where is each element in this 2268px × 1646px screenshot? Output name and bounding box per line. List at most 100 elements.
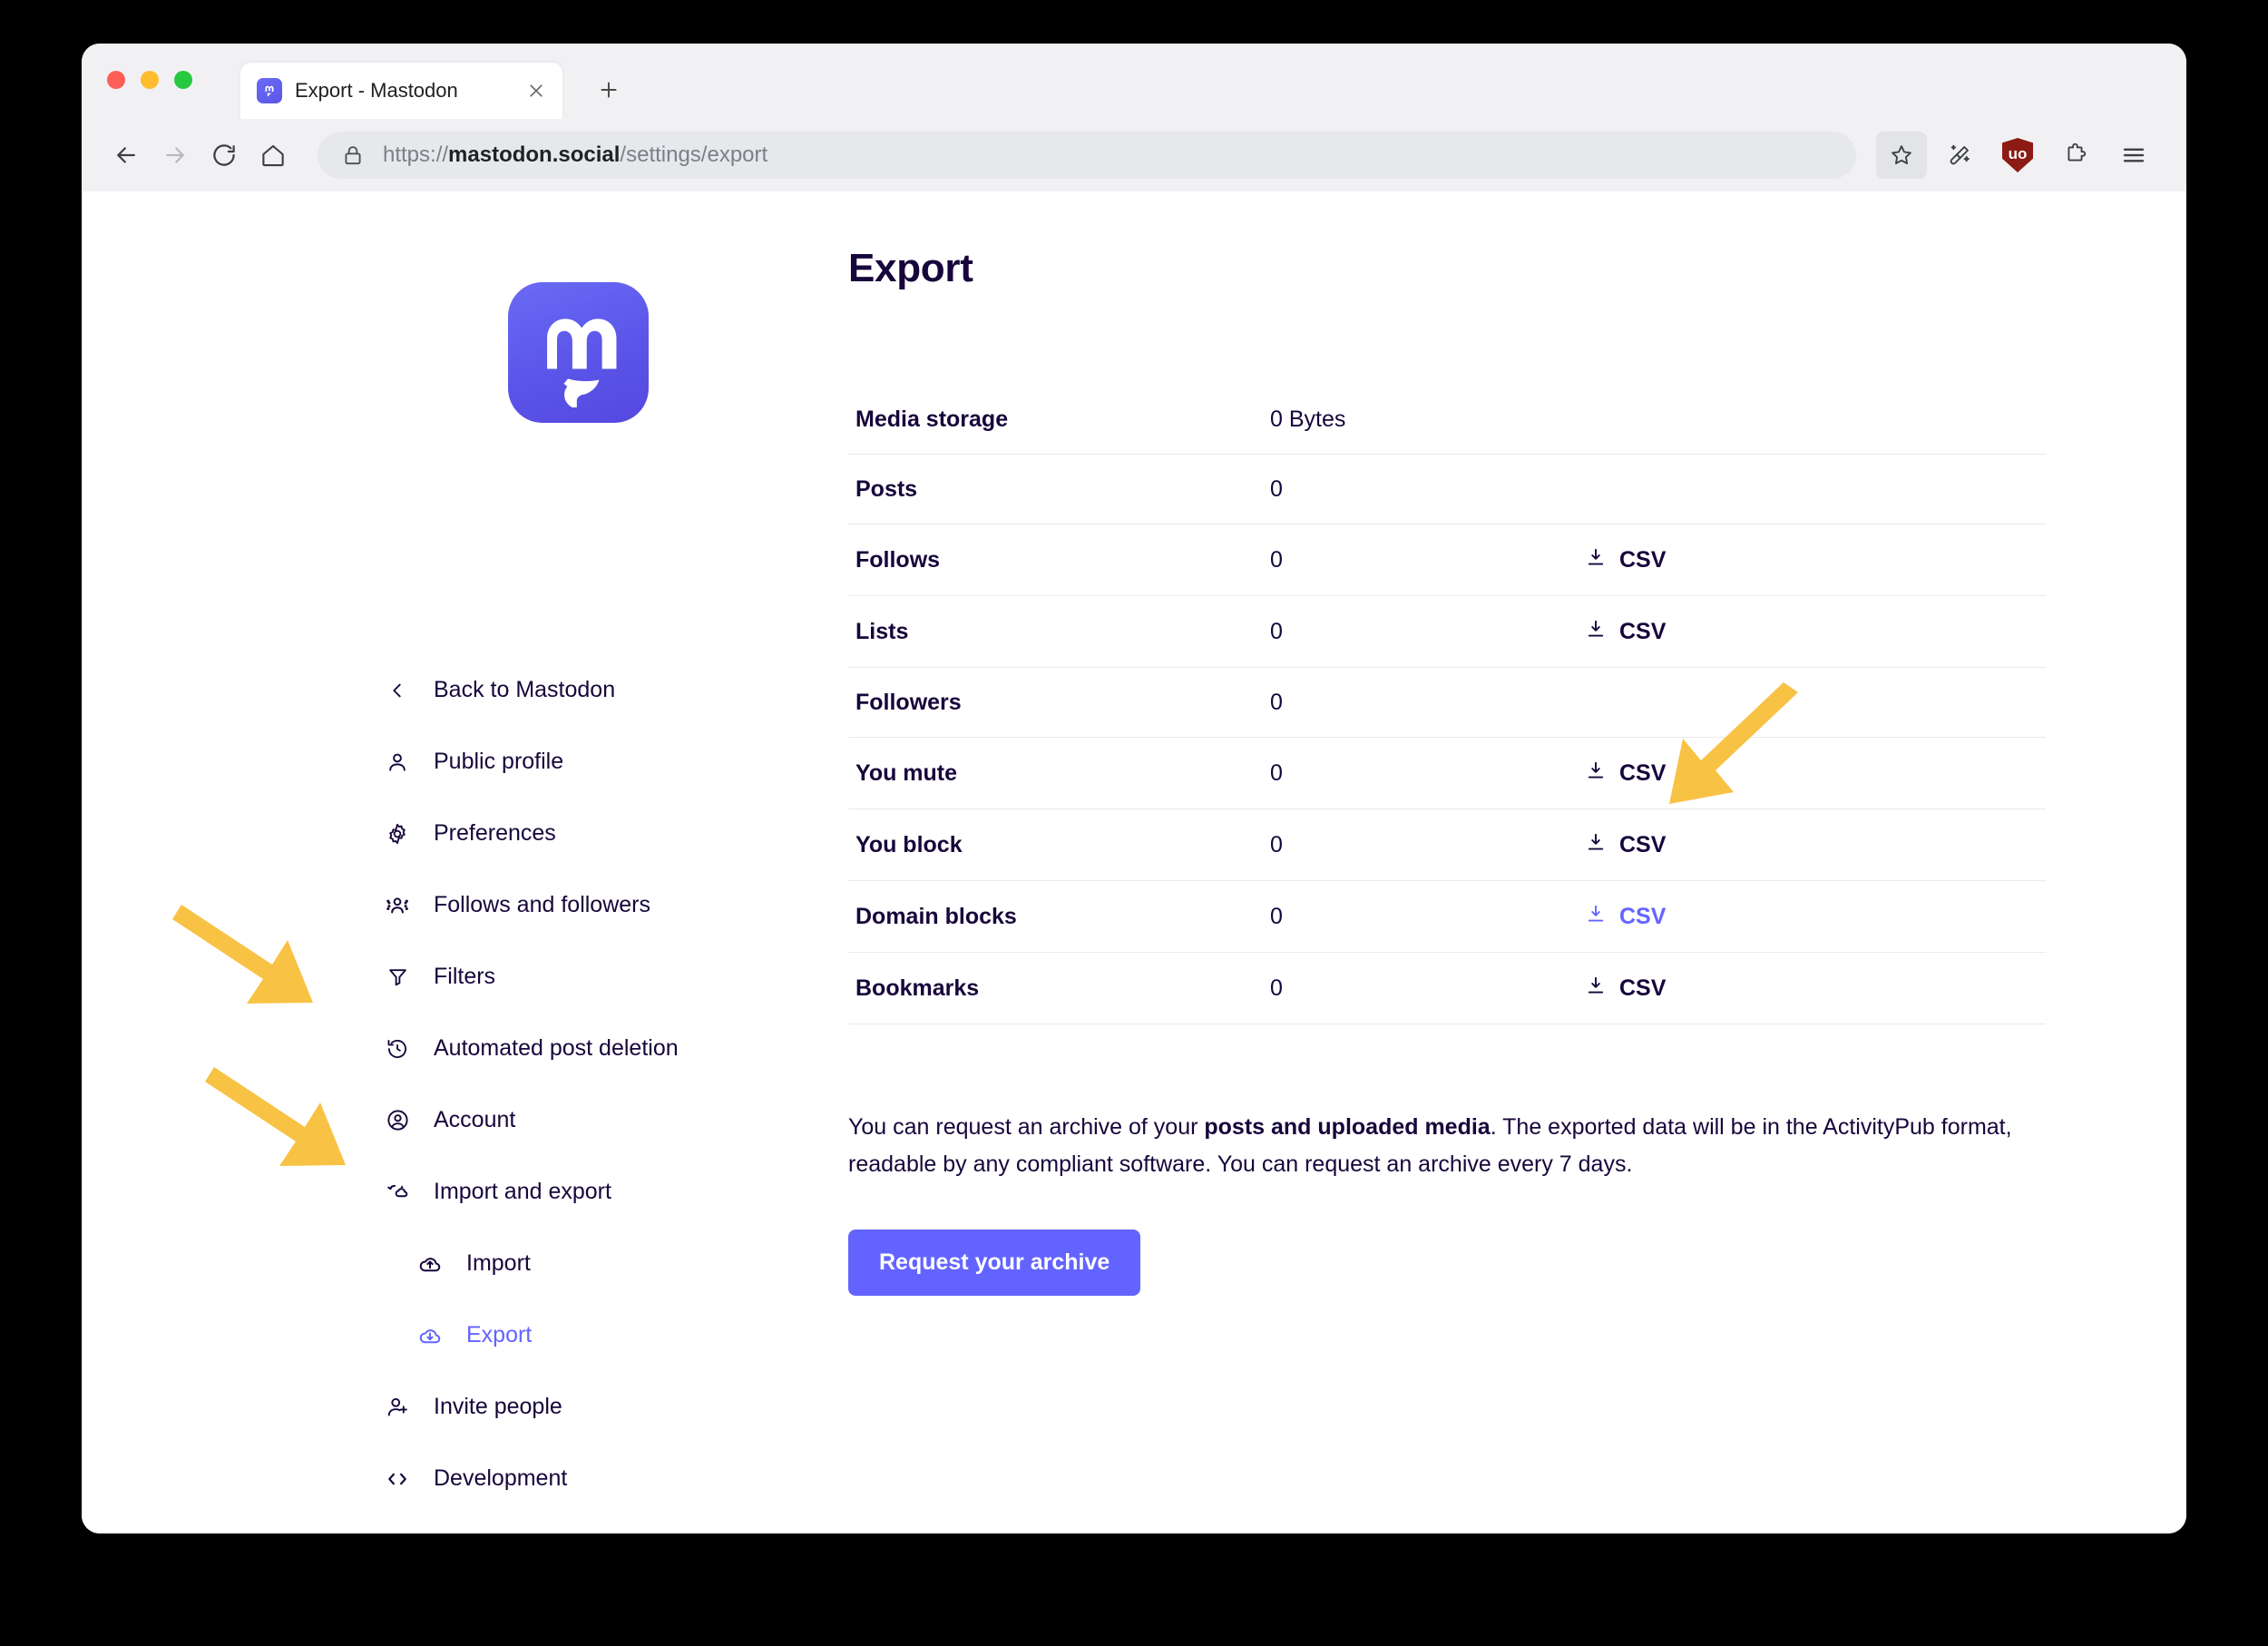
csv-download-link-follows[interactable]: CSV bbox=[1583, 546, 1666, 574]
new-tab-button[interactable] bbox=[590, 71, 628, 109]
csv-download-link-you-block[interactable]: CSV bbox=[1583, 831, 1666, 859]
row-value: 0 bbox=[1270, 690, 1283, 715]
sidebar-item-back-to-mastodon[interactable]: Back to Mastodon bbox=[381, 654, 807, 726]
row-value: 0 bbox=[1270, 832, 1283, 857]
row-action bbox=[1583, 668, 2046, 738]
home-icon[interactable] bbox=[249, 131, 298, 180]
person-icon bbox=[381, 750, 414, 774]
browser-toolbar: https://mastodon.social/settings/export … bbox=[82, 119, 2186, 191]
desc-part2: . The exported data will be in the Activ… bbox=[848, 1114, 2012, 1177]
people-group-icon bbox=[381, 893, 414, 918]
row-value: 0 bbox=[1270, 619, 1283, 644]
csv-label: CSV bbox=[1619, 547, 1667, 573]
table-row: Domain blocks 0 CSV bbox=[848, 881, 2046, 953]
address-bar[interactable]: https://mastodon.social/settings/export bbox=[318, 132, 1856, 179]
sidebar-item-account[interactable]: Account bbox=[381, 1084, 807, 1156]
sidebar-item-automated-post-deletion[interactable]: Automated post deletion bbox=[381, 1013, 807, 1084]
csv-download-link-lists[interactable]: CSV bbox=[1583, 618, 1666, 646]
export-table: Media storage 0 Bytes Posts 0 Follows 0 bbox=[848, 385, 2046, 1024]
table-row: Lists 0 CSV bbox=[848, 596, 2046, 668]
sidebar-item-development[interactable]: Development bbox=[381, 1443, 807, 1514]
csv-download-link-domain-blocks[interactable]: CSV bbox=[1583, 903, 1666, 931]
page-content: Back to Mastodon Public profile Pre bbox=[82, 191, 2186, 1533]
ublock-origin-icon[interactable]: uo bbox=[1992, 132, 2043, 179]
close-icon[interactable] bbox=[524, 79, 548, 103]
cleaner-broom-icon[interactable] bbox=[1934, 132, 1985, 179]
sidebar-item-label: Follows and followers bbox=[434, 892, 650, 917]
sidebar-item-preferences[interactable]: Preferences bbox=[381, 798, 807, 869]
row-label: Followers bbox=[855, 690, 962, 715]
sidebar-item-logout[interactable]: Logout bbox=[381, 1514, 807, 1533]
settings-sidebar: Back to Mastodon Public profile Pre bbox=[381, 654, 807, 1533]
row-label: You block bbox=[855, 832, 963, 857]
table-row: Followers 0 bbox=[848, 668, 2046, 738]
row-value: 0 bbox=[1270, 476, 1283, 502]
zoom-window-button[interactable] bbox=[174, 71, 192, 89]
row-value: 0 bbox=[1270, 760, 1283, 786]
sidebar-item-label: Public profile bbox=[434, 749, 564, 774]
row-label: You mute bbox=[855, 760, 958, 786]
tab-title: Export - Mastodon bbox=[295, 79, 458, 102]
sidebar-item-import[interactable]: Import bbox=[381, 1228, 807, 1299]
url-scheme: https:// bbox=[383, 142, 449, 167]
forward-arrow-icon[interactable] bbox=[151, 131, 200, 180]
csv-label: CSV bbox=[1619, 760, 1667, 786]
csv-download-link-you-mute[interactable]: CSV bbox=[1583, 759, 1666, 788]
chevron-left-icon bbox=[381, 681, 414, 701]
row-label: Media storage bbox=[855, 407, 1009, 432]
minimize-window-button[interactable] bbox=[141, 71, 159, 89]
sidebar-item-filters[interactable]: Filters bbox=[381, 941, 807, 1013]
row-label: Lists bbox=[855, 619, 909, 644]
window-traffic-lights bbox=[107, 71, 192, 89]
row-action: CSV bbox=[1583, 809, 2046, 881]
row-value: 0 bbox=[1270, 904, 1283, 929]
download-icon bbox=[1585, 903, 1607, 931]
gear-icon bbox=[381, 822, 414, 846]
archive-description: You can request an archive of your posts… bbox=[848, 1109, 2028, 1182]
request-archive-button[interactable]: Request your archive bbox=[848, 1230, 1141, 1296]
browser-tab[interactable]: Export - Mastodon bbox=[240, 63, 562, 119]
url-path: /settings/export bbox=[620, 142, 768, 167]
sidebar-item-label: Invite people bbox=[434, 1394, 562, 1419]
extensions-puzzle-icon[interactable] bbox=[2050, 132, 2101, 179]
close-window-button[interactable] bbox=[107, 71, 125, 89]
row-action: CSV bbox=[1583, 738, 2046, 809]
sidebar-item-label: Account bbox=[434, 1107, 516, 1132]
sidebar-item-follows-and-followers[interactable]: Follows and followers bbox=[381, 869, 807, 941]
ublock-badge-label: uo bbox=[2008, 144, 2028, 162]
table-row: You block 0 CSV bbox=[848, 809, 2046, 881]
lock-icon bbox=[341, 143, 365, 167]
download-icon bbox=[1585, 831, 1607, 859]
page-title: Export bbox=[848, 246, 973, 290]
reload-icon[interactable] bbox=[200, 131, 249, 180]
sidebar-item-invite-people[interactable]: Invite people bbox=[381, 1371, 807, 1443]
sidebar-item-label: Automated post deletion bbox=[434, 1035, 679, 1061]
sidebar-item-public-profile[interactable]: Public profile bbox=[381, 726, 807, 798]
code-brackets-icon bbox=[381, 1466, 414, 1492]
back-arrow-icon[interactable] bbox=[102, 131, 151, 180]
cloud-upload-icon bbox=[414, 1251, 446, 1277]
browser-menu-icon[interactable] bbox=[2108, 132, 2159, 179]
sidebar-item-label: Import bbox=[466, 1250, 531, 1276]
import-export-icon bbox=[381, 1180, 414, 1205]
desc-bold: posts and uploaded media bbox=[1204, 1114, 1491, 1140]
sidebar-item-export[interactable]: Export bbox=[381, 1299, 807, 1371]
address-bar-url: https://mastodon.social/settings/export bbox=[383, 142, 767, 168]
account-circle-icon bbox=[381, 1108, 414, 1132]
csv-download-link-bookmarks[interactable]: CSV bbox=[1583, 975, 1666, 1003]
bookmark-star-icon[interactable] bbox=[1876, 132, 1927, 179]
row-label: Bookmarks bbox=[855, 975, 980, 1001]
cloud-download-icon bbox=[414, 1323, 446, 1348]
row-action bbox=[1583, 455, 2046, 524]
row-value: 0 bbox=[1270, 547, 1283, 573]
row-value: 0 bbox=[1270, 975, 1283, 1001]
main-content: Export Media storage 0 Bytes Posts 0 Fol… bbox=[848, 191, 2050, 1296]
row-action bbox=[1583, 385, 2046, 455]
mastodon-logo bbox=[508, 282, 649, 423]
sidebar-item-import-and-export[interactable]: Import and export bbox=[381, 1156, 807, 1228]
csv-label: CSV bbox=[1619, 832, 1667, 857]
table-row: Media storage 0 Bytes bbox=[848, 385, 2046, 455]
browser-toolbar-icons: uo bbox=[1876, 132, 2159, 179]
row-action: CSV bbox=[1583, 881, 2046, 953]
row-label: Follows bbox=[855, 547, 941, 573]
